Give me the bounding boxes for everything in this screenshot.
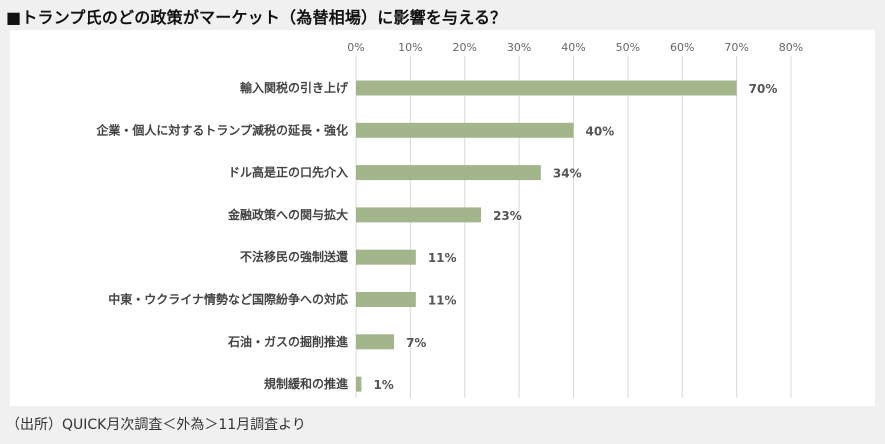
category-label: 輸入関税の引き上げ bbox=[240, 80, 349, 95]
x-axis-ticks: 0% 10% 20% 30% 40% 50% 60% 70% 80% bbox=[347, 41, 803, 54]
category-label: 企業・個人に対するトランプ減税の延長・強化 bbox=[95, 122, 348, 137]
x-tick-label: 40% bbox=[561, 41, 585, 54]
category-label: 不法移民の強制送還 bbox=[240, 249, 349, 264]
x-tick-label: 10% bbox=[398, 41, 422, 54]
x-tick-label: 80% bbox=[779, 41, 803, 54]
bar bbox=[356, 376, 362, 392]
data-labels: 70% 40% 34% 23% 11% 11% 7% 1% bbox=[373, 82, 777, 392]
bar bbox=[356, 292, 416, 307]
bar bbox=[356, 249, 416, 265]
chart-panel: 0% 10% 20% 30% 40% 50% 60% 70% 80% 輸入関税の引き上げ企業・個… bbox=[10, 30, 875, 406]
chart-title: ■トランプ氏のどの政策がマーケット（為替相場）に影響を与える？ bbox=[6, 8, 507, 27]
bars bbox=[356, 80, 737, 392]
x-tick-label: 60% bbox=[670, 41, 694, 54]
category-label: 石油・ガスの掘削推進 bbox=[227, 334, 349, 349]
gridlines bbox=[355, 56, 792, 398]
bar bbox=[356, 334, 395, 350]
data-label: 23% bbox=[493, 209, 522, 223]
source-note: （出所）QUICK月次調査＜外為＞11月調査より bbox=[6, 417, 306, 433]
bar bbox=[356, 80, 737, 96]
x-tick-label: 70% bbox=[724, 41, 748, 54]
bar bbox=[356, 165, 541, 181]
data-label: 11% bbox=[428, 251, 457, 265]
bar bbox=[356, 122, 574, 138]
category-label: 中東・ウクライナ情勢など国際紛争への対応 bbox=[108, 292, 348, 307]
x-tick-label: 20% bbox=[453, 41, 477, 54]
data-label: 7% bbox=[406, 336, 426, 350]
data-label: 34% bbox=[553, 167, 582, 181]
data-label: 1% bbox=[373, 378, 393, 392]
category-label: 金融政策への関与拡大 bbox=[227, 207, 348, 222]
data-label: 70% bbox=[749, 82, 778, 96]
data-label: 11% bbox=[428, 294, 457, 308]
x-tick-label: 0% bbox=[347, 41, 364, 54]
x-tick-label: 50% bbox=[616, 41, 640, 54]
bar-chart: 0% 10% 20% 30% 40% 50% 60% 70% 80% 輸入関税の引き上げ企業・個… bbox=[95, 41, 803, 398]
category-label: 規制緩和の推進 bbox=[264, 376, 349, 391]
category-labels: 輸入関税の引き上げ企業・個人に対するトランプ減税の延長・強化ドル高是正の口先介入… bbox=[95, 80, 349, 391]
x-tick-label: 30% bbox=[507, 41, 531, 54]
data-label: 40% bbox=[586, 124, 615, 138]
category-label: ドル高是正の口先介入 bbox=[228, 165, 348, 180]
bar bbox=[356, 207, 482, 223]
